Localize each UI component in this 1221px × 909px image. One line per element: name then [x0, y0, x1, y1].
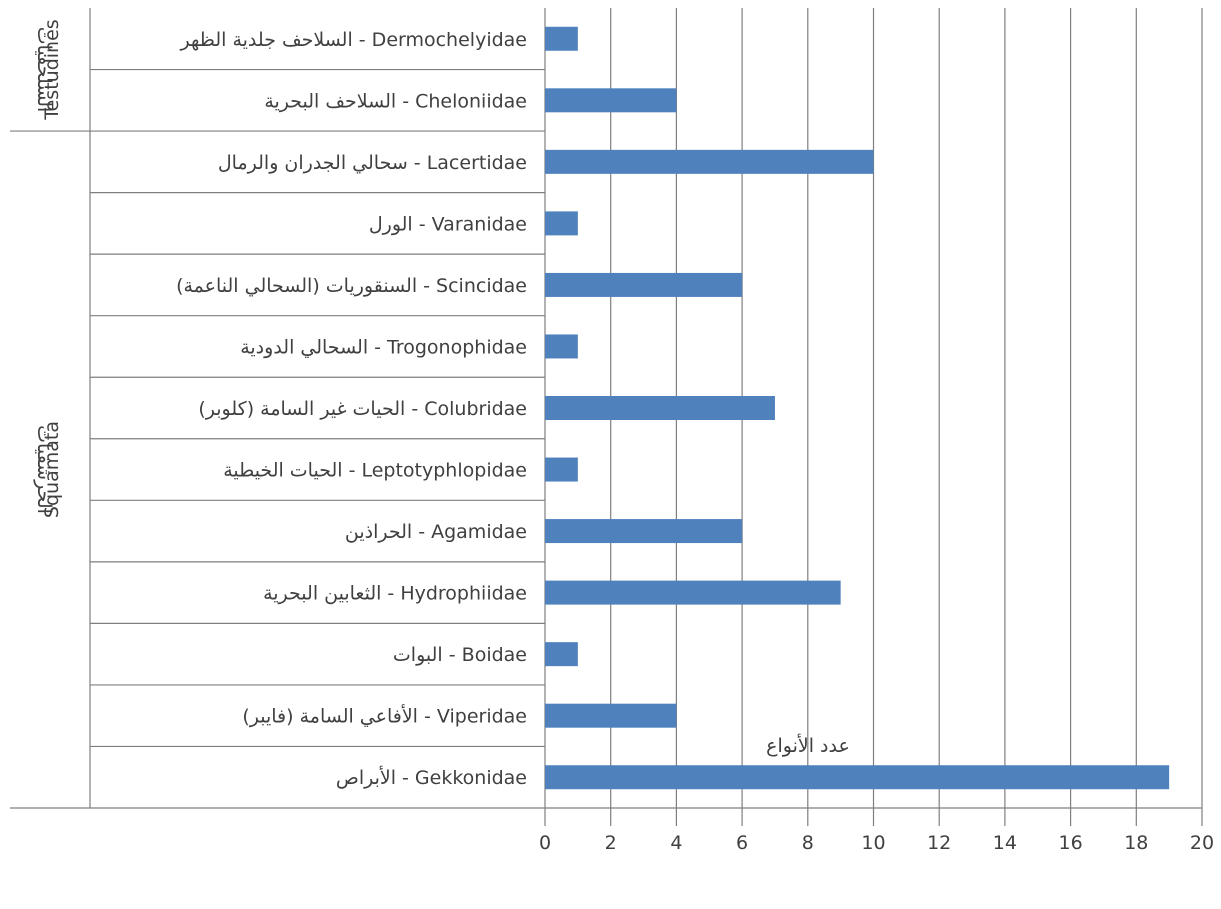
- x-tick-label: 16: [1059, 832, 1083, 854]
- x-tick-label: 0: [539, 832, 551, 854]
- group-dividers: [10, 8, 545, 808]
- bar: [545, 765, 1170, 790]
- x-tick-label: 6: [736, 832, 748, 854]
- x-tick-label: 10: [861, 832, 885, 854]
- x-tick-label: 4: [670, 832, 682, 854]
- category-label: السحالي الدودية - Trogonophidae: [240, 336, 527, 358]
- group-label-english: Testudines: [41, 19, 63, 120]
- bar: [545, 334, 578, 359]
- bar: [545, 703, 677, 728]
- bar: [545, 457, 578, 482]
- bar: [545, 519, 743, 544]
- x-tick-label: 2: [605, 832, 617, 854]
- category-label: الحراذين - Agamidae: [345, 521, 527, 543]
- x-tick-label: 8: [802, 832, 814, 854]
- category-label: البوات - Boidae: [393, 644, 527, 666]
- group-label-arabic: السلحفيات: [33, 27, 55, 113]
- category-label: الورل - Varanidae: [369, 213, 527, 235]
- category-label: الأبراص - Gekkonidae: [336, 766, 527, 789]
- category-labels: السلاحف جلدية الظهر - Dermochelyidae السل…: [176, 29, 527, 789]
- x-axis-label: عدد الأنواع: [766, 734, 850, 757]
- category-label: الثعابين البحرية - Hydrophiidae: [263, 583, 527, 605]
- gridlines: [10, 8, 1203, 826]
- category-label: سحالي الجدران والرمال - Lacertidae: [218, 152, 527, 174]
- bar: [545, 580, 841, 605]
- bar: [545, 272, 743, 297]
- x-tick-label: 12: [927, 832, 951, 854]
- bar: [545, 211, 578, 236]
- category-label: الحيات غير السامة (كلوبر) - Colubridae: [198, 398, 527, 420]
- bar: [545, 642, 578, 667]
- category-label: الحيات الخيطية - Leptotyphlopidae: [223, 460, 527, 482]
- category-label: السنقوريات (السحالي الناعمة) - Scincidae: [176, 275, 527, 297]
- category-label: السلاحف البحرية - Cheloniidae: [264, 90, 527, 112]
- bar: [545, 396, 775, 420]
- group-label-arabic: الحرشفيات: [33, 425, 55, 514]
- bar: [545, 88, 677, 113]
- x-tick-label: 14: [993, 832, 1017, 854]
- category-label: السلاحف جلدية الظهر - Dermochelyidae: [180, 29, 527, 51]
- x-tick-label: 18: [1124, 832, 1148, 854]
- bar: [545, 149, 874, 174]
- x-tick-labels: 0 2 4 6 8 10 12 14 16 18 20: [539, 832, 1214, 854]
- category-label: الأفاعي السامة (فايبر) - Viperidae: [242, 705, 527, 728]
- bar: [545, 26, 578, 51]
- x-tick-label: 20: [1190, 832, 1214, 854]
- bars: [545, 26, 1170, 790]
- group-label-english: Squamata: [41, 421, 63, 518]
